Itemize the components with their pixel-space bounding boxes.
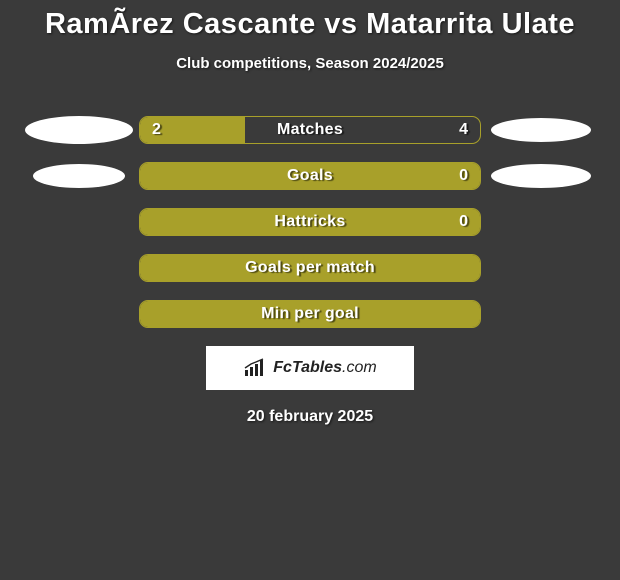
player-badge-left [33, 164, 125, 188]
logo-text-suffix: .com [342, 359, 377, 376]
player-badge-left [25, 116, 133, 144]
stat-label: Hattricks [140, 209, 480, 235]
stat-label: Matches [140, 117, 480, 143]
stat-row: Matches2 4 [0, 116, 620, 144]
right-badge-slot [481, 164, 601, 188]
comparison-title: RamÃ­rez Cascante vs Matarrita Ulate [0, 0, 620, 41]
stat-row: Goals per match [0, 254, 620, 282]
stat-value-right: 0 [459, 209, 468, 235]
stat-value-right: 4 [459, 117, 468, 143]
stat-label: Goals per match [140, 255, 480, 281]
stat-row: Goals0 [0, 162, 620, 190]
stat-label: Min per goal [140, 301, 480, 327]
logo-text-main: FcTables [273, 359, 342, 376]
left-badge-slot [19, 164, 139, 188]
logo-box: FcTables.com [206, 346, 414, 390]
stat-bar: Matches2 4 [139, 116, 481, 144]
stat-bar: Hattricks0 [139, 208, 481, 236]
stat-rows-container: Matches24Goals0Hattricks0Goals per match… [0, 116, 620, 328]
right-badge-slot [481, 118, 601, 142]
stat-row: Min per goal [0, 300, 620, 328]
chart-icon [243, 358, 269, 378]
comparison-subtitle: Club competitions, Season 2024/2025 [0, 55, 620, 72]
stat-value-left: 2 [152, 117, 161, 143]
stat-label: Goals [140, 163, 480, 189]
player-badge-right [491, 164, 591, 188]
logo-text: FcTables.com [273, 359, 376, 377]
stat-bar: Min per goal [139, 300, 481, 328]
stat-bar: Goals0 [139, 162, 481, 190]
left-badge-slot [19, 116, 139, 144]
player-badge-right [491, 118, 591, 142]
stat-bar: Goals per match [139, 254, 481, 282]
stat-row: Hattricks0 [0, 208, 620, 236]
date-label: 20 february 2025 [0, 408, 620, 426]
stat-value-right: 0 [459, 163, 468, 189]
